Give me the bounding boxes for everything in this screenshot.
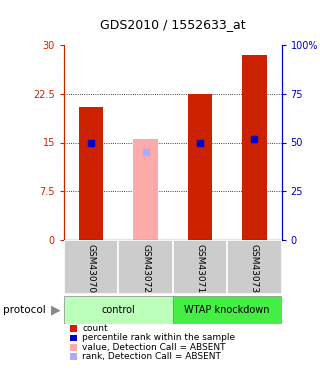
Text: GDS2010 / 1552633_at: GDS2010 / 1552633_at [100, 18, 246, 31]
Text: GSM43070: GSM43070 [87, 244, 96, 294]
Text: WTAP knockdown: WTAP knockdown [184, 305, 270, 315]
Text: GSM43071: GSM43071 [196, 244, 204, 294]
Bar [242, 55, 267, 240]
Bar [64, 296, 173, 324]
Text: control: control [101, 305, 135, 315]
Text: GSM43072: GSM43072 [141, 244, 150, 293]
Bar [173, 240, 227, 294]
Text: value, Detection Call = ABSENT: value, Detection Call = ABSENT [82, 343, 226, 352]
Bar [64, 240, 118, 294]
Bar [188, 94, 212, 240]
Text: percentile rank within the sample: percentile rank within the sample [82, 333, 236, 342]
Text: ▶: ▶ [51, 304, 61, 317]
Text: protocol: protocol [3, 305, 46, 315]
Text: count: count [82, 324, 108, 333]
Text: GSM43073: GSM43073 [250, 244, 259, 294]
Bar [118, 240, 173, 294]
Bar [133, 139, 158, 240]
Bar [173, 296, 282, 324]
Text: rank, Detection Call = ABSENT: rank, Detection Call = ABSENT [82, 352, 221, 361]
Bar [79, 107, 103, 240]
Bar [227, 240, 282, 294]
